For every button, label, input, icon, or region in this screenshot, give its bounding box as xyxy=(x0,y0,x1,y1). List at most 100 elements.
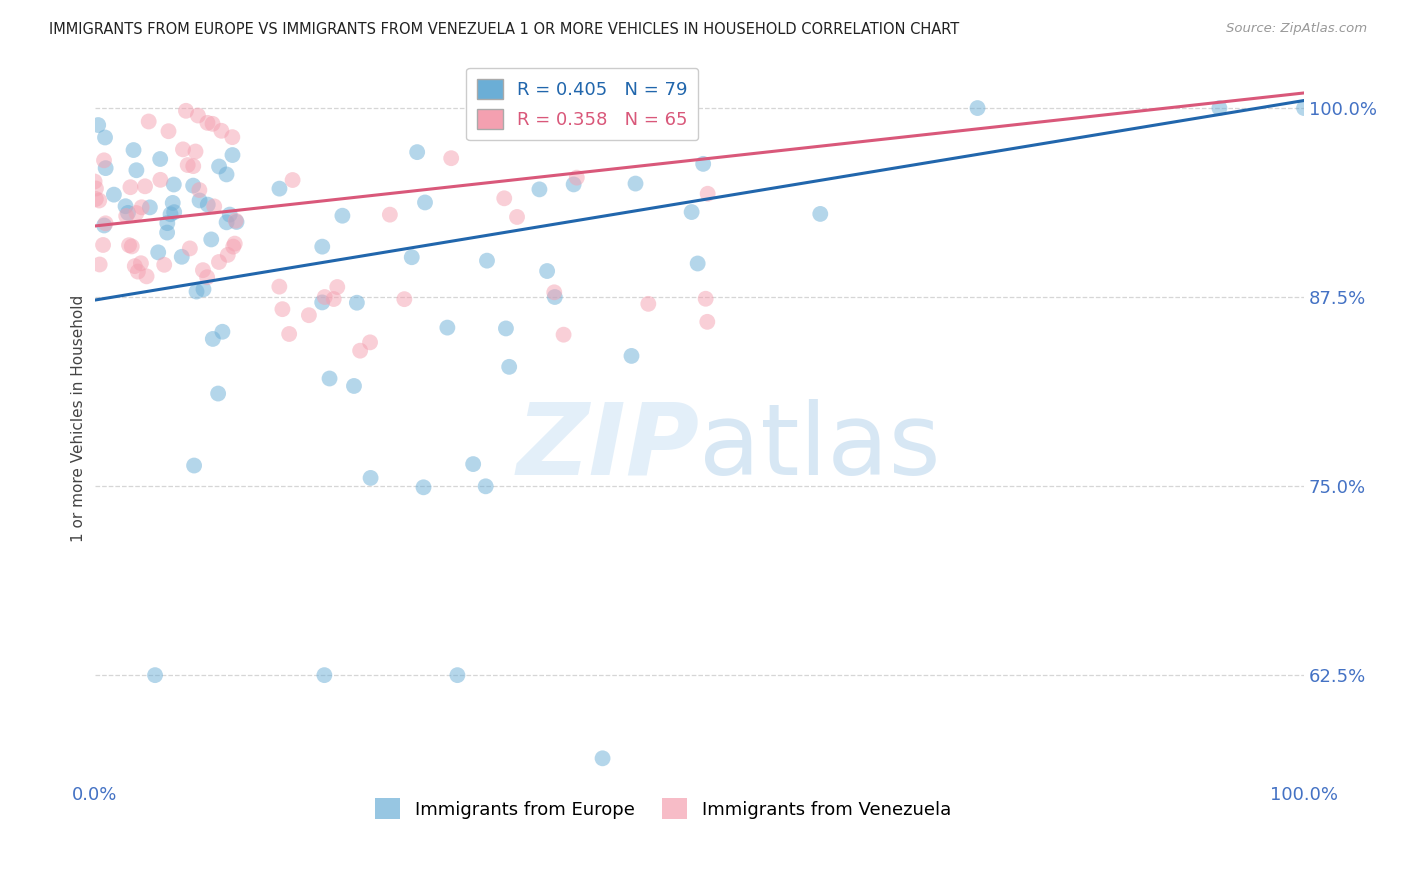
Point xyxy=(191,263,214,277)
Point xyxy=(332,209,354,223)
Point xyxy=(696,315,718,329)
Point xyxy=(495,321,517,335)
Point xyxy=(695,292,717,306)
Point xyxy=(475,253,498,268)
Point xyxy=(121,239,143,253)
Point xyxy=(134,179,156,194)
Point xyxy=(269,181,291,195)
Point xyxy=(281,173,304,187)
Point xyxy=(271,302,294,317)
Point xyxy=(394,292,416,306)
Point xyxy=(686,256,709,270)
Point xyxy=(84,192,107,206)
Point xyxy=(436,320,458,334)
Point xyxy=(208,255,231,269)
Point xyxy=(174,103,197,118)
Point xyxy=(93,153,115,168)
Point xyxy=(188,183,211,197)
Point xyxy=(498,359,520,374)
Point xyxy=(215,215,238,229)
Point xyxy=(401,250,423,264)
Point xyxy=(153,258,176,272)
Text: ZIP: ZIP xyxy=(516,399,699,496)
Point xyxy=(209,124,232,138)
Point xyxy=(1294,101,1316,115)
Point xyxy=(494,191,516,205)
Point xyxy=(131,200,153,214)
Point xyxy=(318,371,340,385)
Point xyxy=(446,668,468,682)
Point xyxy=(360,471,382,485)
Point xyxy=(349,343,371,358)
Point xyxy=(120,180,142,194)
Point xyxy=(149,152,172,166)
Point xyxy=(202,199,225,213)
Point xyxy=(311,295,333,310)
Point xyxy=(440,151,463,165)
Point xyxy=(221,148,243,162)
Point xyxy=(681,205,703,219)
Point xyxy=(406,145,429,160)
Point xyxy=(103,187,125,202)
Point xyxy=(200,232,222,246)
Point xyxy=(562,178,585,192)
Point xyxy=(346,295,368,310)
Point xyxy=(207,386,229,401)
Point xyxy=(201,332,224,346)
Point xyxy=(543,285,565,300)
Point xyxy=(966,101,988,115)
Point xyxy=(89,258,111,272)
Point xyxy=(269,279,291,293)
Point xyxy=(692,157,714,171)
Point xyxy=(124,259,146,273)
Point xyxy=(157,124,180,138)
Point xyxy=(278,326,301,341)
Point xyxy=(183,458,205,473)
Point xyxy=(135,269,157,284)
Point xyxy=(188,194,211,208)
Point xyxy=(148,245,170,260)
Point xyxy=(536,264,558,278)
Point xyxy=(474,479,496,493)
Point xyxy=(565,170,588,185)
Point xyxy=(186,285,208,299)
Point xyxy=(413,195,436,210)
Point xyxy=(87,118,110,132)
Point xyxy=(138,114,160,128)
Point xyxy=(118,238,141,252)
Point xyxy=(163,205,186,219)
Point xyxy=(529,182,551,196)
Point xyxy=(359,335,381,350)
Point xyxy=(115,209,138,223)
Point xyxy=(506,210,529,224)
Point xyxy=(125,163,148,178)
Text: atlas: atlas xyxy=(699,399,941,496)
Point xyxy=(184,145,207,159)
Point xyxy=(89,194,111,208)
Point xyxy=(696,186,718,201)
Point xyxy=(221,130,243,145)
Point xyxy=(343,379,366,393)
Text: Source: ZipAtlas.com: Source: ZipAtlas.com xyxy=(1226,22,1367,36)
Point xyxy=(808,207,831,221)
Point xyxy=(176,158,198,172)
Point xyxy=(94,216,117,230)
Point xyxy=(592,751,614,765)
Point xyxy=(179,241,201,255)
Point xyxy=(197,197,219,211)
Point xyxy=(1208,101,1230,115)
Point xyxy=(624,177,647,191)
Point xyxy=(125,206,148,220)
Point xyxy=(208,160,231,174)
Y-axis label: 1 or more Vehicles in Household: 1 or more Vehicles in Household xyxy=(72,294,86,541)
Point xyxy=(181,178,204,193)
Point xyxy=(463,457,485,471)
Point xyxy=(163,178,186,192)
Point xyxy=(218,208,240,222)
Point xyxy=(156,216,179,230)
Point xyxy=(322,292,344,306)
Point xyxy=(197,116,219,130)
Point xyxy=(83,174,105,188)
Point xyxy=(222,239,245,253)
Point xyxy=(620,349,643,363)
